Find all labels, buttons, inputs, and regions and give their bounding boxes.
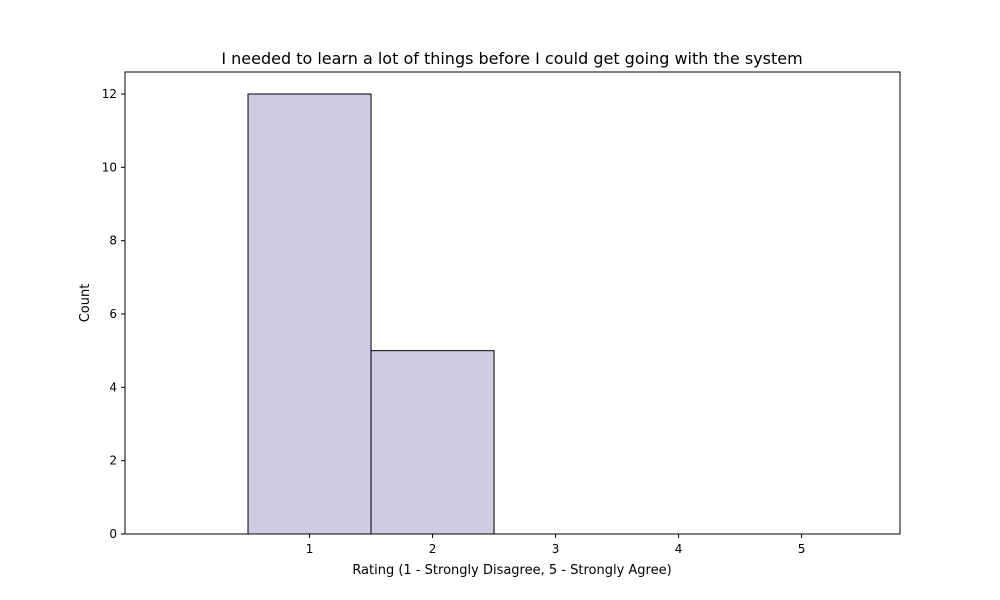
- x-tick-label: 3: [552, 542, 560, 556]
- x-tick-label: 5: [798, 542, 806, 556]
- y-tick-label: 12: [102, 87, 117, 101]
- y-tick-label: 10: [102, 160, 117, 174]
- y-tick-label: 6: [109, 307, 117, 321]
- y-tick-label: 2: [109, 454, 117, 468]
- bar-rating-1: [247, 93, 372, 535]
- y-axis-ticks: 0 2 4 6 8 10 12: [102, 87, 125, 541]
- y-tick-label: 8: [109, 234, 117, 248]
- chart-title: I needed to learn a lot of things before…: [221, 49, 802, 68]
- x-axis-ticks: 1 2 3 4 5: [306, 534, 806, 556]
- y-tick-label: 4: [109, 380, 117, 394]
- x-axis-label: Rating (1 - Strongly Disagree, 5 - Stron…: [352, 563, 671, 578]
- y-axis-label: Count: [78, 284, 93, 323]
- bars-group: [247, 93, 495, 535]
- y-tick-label: 0: [109, 527, 117, 541]
- plot-frame: [124, 71, 901, 535]
- x-tick-label: 4: [675, 542, 683, 556]
- bar-rating-2: [370, 350, 495, 535]
- x-tick-label: 1: [306, 542, 314, 556]
- x-tick-label: 2: [429, 542, 437, 556]
